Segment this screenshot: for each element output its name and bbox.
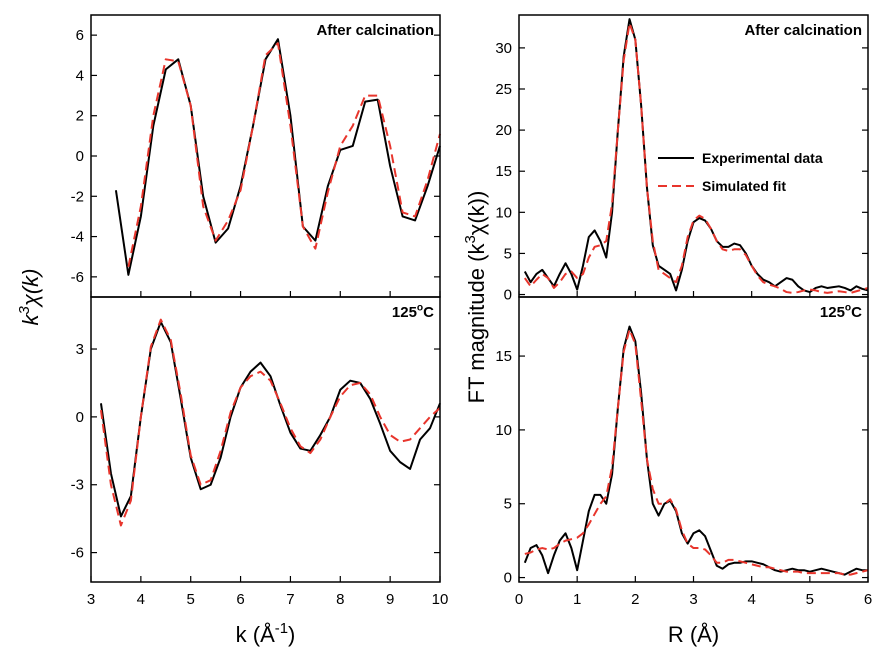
y-tick-label: 0 — [504, 570, 512, 587]
x-tick-label: 0 — [515, 591, 523, 608]
series-line — [99, 320, 441, 518]
x-tick-label: 7 — [286, 591, 294, 608]
x-tick-label: 4 — [747, 591, 755, 608]
annotation: After calcination — [744, 22, 862, 39]
series-line — [523, 18, 869, 294]
label-part: C — [423, 304, 434, 321]
y-tick-label: 0 — [76, 409, 84, 426]
label-part: k — [18, 314, 43, 326]
y-tick-label: 6 — [76, 27, 84, 44]
legend-label: Experimental data — [702, 150, 823, 166]
x-tick-label: 4 — [137, 591, 145, 608]
y-tick-label: 3 — [76, 341, 84, 358]
superscript: 3 — [462, 235, 479, 243]
y-tick-label: -6 — [71, 545, 84, 562]
y-tick-label: 10 — [495, 422, 512, 439]
x-tick-label: 1 — [573, 591, 581, 608]
series-line — [524, 22, 869, 294]
y-tick-label: 20 — [495, 122, 512, 139]
label-part: FT magnitude (k — [464, 243, 489, 404]
y-axis-label: k3χ(k) — [16, 269, 43, 326]
x-tick-label: 3 — [87, 591, 95, 608]
x-tick-label: 5 — [806, 591, 814, 608]
plot-frame — [518, 296, 869, 583]
y-axis-label: FT magnitude (k3χ(k)) — [462, 191, 489, 404]
x-tick-label: 3 — [689, 591, 697, 608]
annotation: 125oC — [392, 303, 434, 321]
x-axis-label: k (Å-1) — [236, 620, 296, 647]
label-part: 125 — [820, 304, 845, 321]
label-part: ) — [288, 622, 295, 647]
label-part: C — [851, 304, 862, 321]
label-part: k (Å — [236, 622, 275, 647]
y-tick-label: -6 — [71, 269, 84, 286]
y-tick-label: 0 — [504, 287, 512, 304]
superscript: o — [845, 303, 851, 314]
x-tick-label: 9 — [386, 591, 394, 608]
x-axis-label: R (Å) — [668, 622, 719, 647]
y-tick-label: 2 — [76, 108, 84, 125]
label-part: 125 — [392, 304, 417, 321]
label-part: χ(k)) — [464, 191, 489, 236]
series-line — [523, 325, 868, 576]
superscript: -1 — [275, 620, 288, 637]
label-part: After calcination — [744, 22, 862, 39]
x-tick-label: 5 — [187, 591, 195, 608]
y-tick-label: -2 — [71, 188, 84, 205]
superscript: o — [417, 303, 423, 314]
plot-frame — [90, 296, 441, 583]
y-tick-label: 4 — [76, 67, 84, 84]
y-tick-label: 30 — [495, 40, 512, 57]
series-line — [114, 38, 441, 276]
x-tick-label: 2 — [631, 591, 639, 608]
x-tick-label: 10 — [432, 591, 449, 608]
annotation: After calcination — [316, 22, 434, 39]
y-tick-label: -3 — [71, 477, 84, 494]
y-tick-label: 0 — [76, 148, 84, 165]
label-part: R (Å) — [668, 622, 719, 647]
y-tick-label: 15 — [495, 348, 512, 365]
x-tick-label: 8 — [336, 591, 344, 608]
x-tick-label: 6 — [864, 591, 872, 608]
legend-label: Simulated fit — [702, 178, 786, 194]
y-tick-label: 25 — [495, 81, 512, 98]
series-line — [99, 318, 441, 527]
series-line — [524, 328, 869, 576]
superscript: 3 — [16, 306, 33, 315]
label-part: χ(k) — [18, 269, 43, 309]
y-tick-label: 5 — [504, 496, 512, 513]
y-tick-label: 10 — [495, 204, 512, 221]
x-tick-label: 6 — [236, 591, 244, 608]
series-line — [127, 42, 441, 267]
y-tick-label: 5 — [504, 245, 512, 262]
label-part: After calcination — [316, 22, 434, 39]
y-tick-label: -4 — [71, 229, 84, 246]
y-tick-label: 15 — [495, 163, 512, 180]
annotation: 125oC — [820, 303, 862, 321]
